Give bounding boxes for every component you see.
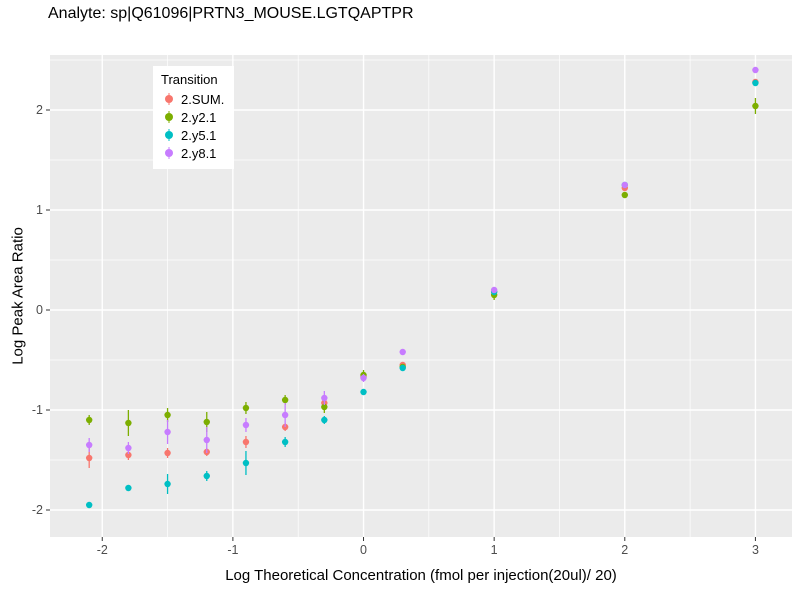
data-point: [164, 411, 171, 419]
legend-item: 2.y2.1: [161, 108, 224, 126]
x-tick-label: -1: [227, 543, 238, 557]
chart-title: Analyte: sp|Q61096|PRTN3_MOUSE.LGTQAPTPR: [48, 5, 414, 22]
data-point: [490, 286, 498, 294]
data-point: [360, 388, 367, 396]
x-tick-label: 2: [621, 543, 628, 557]
legend-item-label: 2.y5.1: [181, 127, 217, 143]
legend-key-dot: [165, 131, 173, 139]
y-tick-label: 0: [36, 303, 43, 317]
data-point: [399, 348, 406, 356]
data-point: [321, 394, 328, 402]
data-point: [242, 421, 250, 429]
data-point: [321, 403, 328, 411]
legend-key-dot: [165, 113, 173, 121]
data-point: [621, 181, 628, 189]
y-tick-label: -1: [32, 403, 43, 417]
data-point: [164, 449, 171, 457]
y-tick-label: 1: [36, 203, 43, 217]
y-axis-label: Log Peak Area Ratio: [9, 227, 27, 365]
data-point: [85, 454, 93, 462]
legend-key-icon: [161, 109, 177, 125]
x-axis-label: Log Theoretical Concentration (fmol per …: [225, 567, 617, 584]
data-point: [752, 66, 759, 74]
x-tick-label: -2: [97, 543, 108, 557]
legend-item-label: 2.y2.1: [181, 109, 217, 125]
data-point: [242, 438, 250, 446]
data-point: [125, 451, 132, 459]
x-tick-label: 0: [360, 543, 367, 557]
data-point: [85, 501, 93, 509]
x-tick-label: 1: [491, 543, 498, 557]
legend-item: 2.y8.1: [161, 144, 224, 162]
data-point: [360, 374, 367, 382]
legend: Transition 2.SUM. 2.y2.1 2.y5.1 2.y8.1: [153, 66, 235, 169]
legend-item: 2.SUM.: [161, 90, 224, 108]
data-point: [321, 416, 328, 424]
data-point: [621, 191, 628, 199]
data-point: [125, 484, 132, 492]
legend-key-icon: [161, 145, 177, 161]
x-tick-label: 3: [752, 543, 759, 557]
legend-item: 2.y5.1: [161, 126, 224, 144]
data-point: [242, 459, 250, 467]
legend-title: Transition: [161, 72, 218, 87]
data-point: [752, 102, 759, 110]
legend-item-label: 2.SUM.: [181, 91, 225, 107]
data-point: [125, 419, 132, 427]
data-point: [281, 438, 289, 446]
data-point: [203, 418, 210, 426]
legend-key-icon: [161, 127, 177, 143]
data-point: [242, 404, 250, 412]
data-point: [85, 416, 93, 424]
data-point: [752, 79, 759, 87]
data-point: [281, 411, 289, 419]
legend-items: 2.SUM. 2.y2.1 2.y5.1 2.y8.1: [161, 90, 224, 162]
legend-key-icon: [161, 91, 177, 107]
data-point: [85, 441, 93, 449]
y-tick-label: -2: [32, 503, 43, 517]
data-point: [399, 364, 406, 372]
legend-key-dot: [165, 149, 173, 157]
data-point: [164, 480, 171, 488]
data-point: [281, 396, 289, 404]
data-point: [125, 444, 132, 452]
legend-key-dot: [165, 95, 173, 103]
data-point: [203, 436, 210, 444]
data-point: [164, 428, 171, 436]
legend-item-label: 2.y8.1: [181, 145, 217, 161]
y-tick-label: 2: [36, 103, 43, 117]
data-point: [203, 472, 210, 480]
